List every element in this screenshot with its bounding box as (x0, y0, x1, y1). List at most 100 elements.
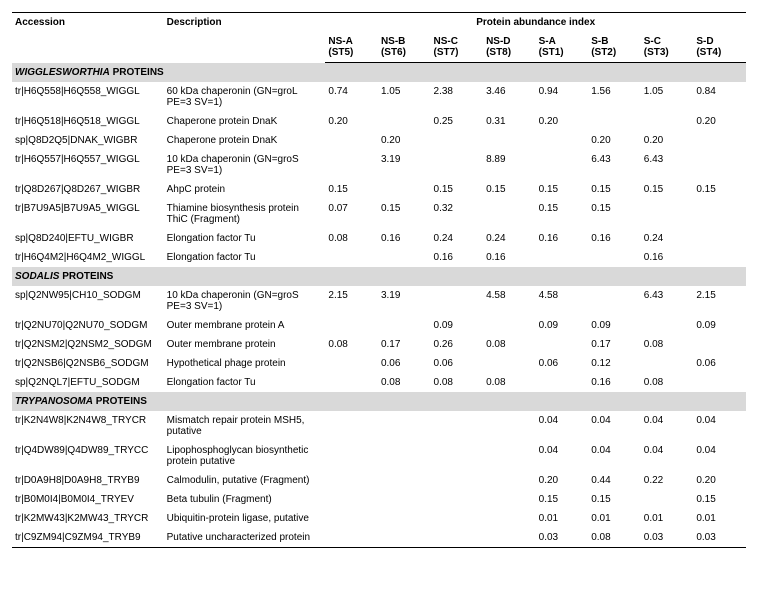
cell-value: 0.16 (536, 229, 589, 248)
column-header-top: NS-B (381, 36, 428, 47)
column-header: S-B(ST2) (588, 32, 641, 63)
cell-value: 2.38 (431, 82, 484, 112)
cell-value: 0.20 (325, 112, 378, 131)
cell-accession: tr|B0M0I4|B0M0I4_TRYEV (12, 490, 164, 509)
table-row: tr|C9ZM94|C9ZM94_TRYB9Putative uncharact… (12, 528, 746, 548)
cell-description: AhpC protein (164, 180, 326, 199)
cell-accession: tr|K2N4W8|K2N4W8_TRYCR (12, 411, 164, 441)
cell-value: 0.08 (641, 373, 694, 392)
cell-value: 0.44 (588, 471, 641, 490)
table-row: tr|D0A9H8|D0A9H8_TRYB9Calmodulin, putati… (12, 471, 746, 490)
cell-value (536, 150, 589, 180)
cell-value: 0.06 (693, 354, 746, 373)
header-description: Description (164, 13, 326, 63)
cell-value (378, 490, 431, 509)
cell-value: 0.15 (693, 180, 746, 199)
cell-value (641, 316, 694, 335)
cell-value: 0.16 (378, 229, 431, 248)
table-row: tr|Q2NSB6|Q2NSB6_SODGMHypothetical phage… (12, 354, 746, 373)
cell-accession: tr|D0A9H8|D0A9H8_TRYB9 (12, 471, 164, 490)
cell-value (378, 509, 431, 528)
cell-value (693, 150, 746, 180)
cell-value: 0.04 (536, 441, 589, 471)
table-row: tr|K2MW43|K2MW43_TRYCRUbiquitin-protein … (12, 509, 746, 528)
column-header: S-A(ST1) (536, 32, 589, 63)
cell-value (431, 528, 484, 548)
table-row: sp|Q8D240|EFTU_WIGBRElongation factor Tu… (12, 229, 746, 248)
column-header-top: NS-D (486, 36, 533, 47)
cell-value: 0.20 (641, 131, 694, 150)
cell-description: Putative uncharacterized protein (164, 528, 326, 548)
cell-value (641, 354, 694, 373)
cell-value: 0.16 (431, 248, 484, 267)
cell-value: 0.16 (483, 248, 536, 267)
cell-value (693, 248, 746, 267)
cell-description: Chaperone protein DnaK (164, 131, 326, 150)
column-header-sub: (ST2) (591, 47, 638, 58)
cell-value (483, 471, 536, 490)
cell-value: 0.31 (483, 112, 536, 131)
cell-value (325, 373, 378, 392)
cell-value: 0.07 (325, 199, 378, 229)
cell-description: Calmodulin, putative (Fragment) (164, 471, 326, 490)
cell-description: Hypothetical phage protein (164, 354, 326, 373)
cell-value: 0.15 (588, 180, 641, 199)
cell-value: 0.04 (588, 441, 641, 471)
cell-accession: tr|Q2NU70|Q2NU70_SODGM (12, 316, 164, 335)
cell-value: 1.56 (588, 82, 641, 112)
cell-value (325, 471, 378, 490)
header-super: Protein abundance index (325, 13, 746, 33)
cell-value (325, 490, 378, 509)
cell-value (378, 471, 431, 490)
cell-value: 0.25 (431, 112, 484, 131)
cell-value: 6.43 (641, 286, 694, 316)
cell-value: 0.04 (693, 441, 746, 471)
column-header-top: NS-A (328, 36, 375, 47)
cell-value: 0.03 (536, 528, 589, 548)
table-row: tr|B7U9A5|B7U9A5_WIGGLThiamine biosynthe… (12, 199, 746, 229)
table-row: tr|H6Q557|H6Q557_WIGGL10 kDa chaperonin … (12, 150, 746, 180)
cell-value (641, 490, 694, 509)
cell-description: Chaperone protein DnaK (164, 112, 326, 131)
cell-value: 0.15 (536, 490, 589, 509)
cell-value (378, 441, 431, 471)
cell-value: 0.15 (325, 180, 378, 199)
cell-value: 0.08 (588, 528, 641, 548)
cell-value: 0.15 (588, 199, 641, 229)
table-row: tr|Q8D267|Q8D267_WIGBRAhpC protein0.150.… (12, 180, 746, 199)
cell-value: 8.89 (483, 150, 536, 180)
cell-value: 0.01 (536, 509, 589, 528)
cell-value: 0.17 (378, 335, 431, 354)
cell-description: 10 kDa chaperonin (GN=groS PE=3 SV=1) (164, 286, 326, 316)
cell-value: 0.09 (588, 316, 641, 335)
cell-value: 0.06 (536, 354, 589, 373)
cell-value: 0.03 (641, 528, 694, 548)
cell-accession: sp|Q2NW95|CH10_SODGM (12, 286, 164, 316)
cell-accession: sp|Q2NQL7|EFTU_SODGM (12, 373, 164, 392)
cell-value (378, 112, 431, 131)
cell-value: 0.84 (693, 82, 746, 112)
cell-value: 0.09 (536, 316, 589, 335)
cell-value: 0.04 (641, 411, 694, 441)
cell-accession: tr|C9ZM94|C9ZM94_TRYB9 (12, 528, 164, 548)
cell-value: 0.24 (431, 229, 484, 248)
column-header: NS-B(ST6) (378, 32, 431, 63)
cell-value: 0.01 (641, 509, 694, 528)
table-row: tr|H6Q518|H6Q518_WIGGLChaperone protein … (12, 112, 746, 131)
cell-value: 0.03 (693, 528, 746, 548)
cell-value (693, 373, 746, 392)
cell-value: 0.15 (693, 490, 746, 509)
cell-value: 0.08 (325, 335, 378, 354)
cell-value: 6.43 (641, 150, 694, 180)
cell-value: 0.04 (588, 411, 641, 441)
cell-value (588, 112, 641, 131)
cell-value: 0.16 (588, 373, 641, 392)
cell-value: 3.19 (378, 286, 431, 316)
cell-value: 0.24 (483, 229, 536, 248)
column-header-sub: (ST4) (696, 47, 743, 58)
cell-value: 0.16 (641, 248, 694, 267)
cell-accession: tr|H6Q557|H6Q557_WIGGL (12, 150, 164, 180)
header-accession: Accession (12, 13, 164, 63)
cell-value: 0.08 (641, 335, 694, 354)
cell-description: Outer membrane protein (164, 335, 326, 354)
